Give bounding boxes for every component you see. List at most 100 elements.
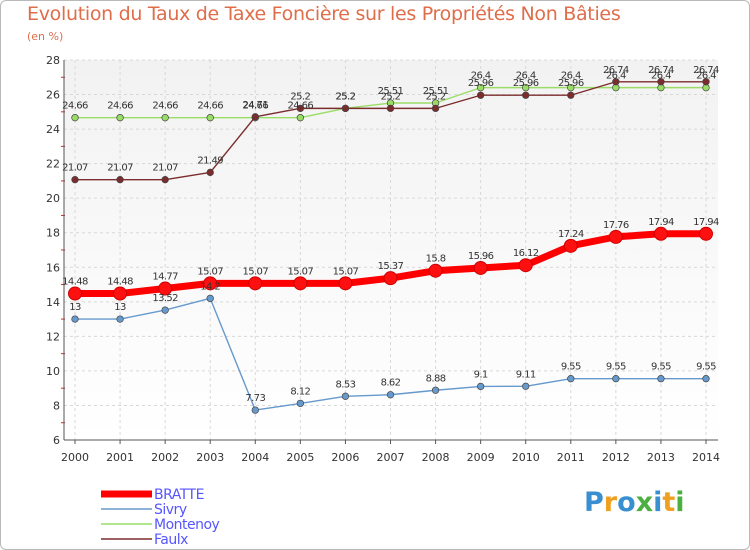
- y-tick-label: 28: [46, 54, 60, 67]
- data-label-bratte: 17.94: [693, 217, 719, 228]
- data-point-bratte: [338, 276, 353, 291]
- data-point-sivry: [251, 406, 259, 414]
- data-point-sivry: [522, 382, 530, 390]
- data-label-montenoy: 26.4: [651, 71, 671, 82]
- data-label-bratte: 17.76: [603, 220, 629, 231]
- data-label-montenoy: 24.66: [197, 101, 223, 112]
- legend-label-montenoy: Montenoy: [154, 517, 220, 533]
- data-point-bratte: [158, 281, 173, 296]
- data-point-sivry: [386, 391, 395, 399]
- data-label-faulx: 21.07: [62, 163, 88, 174]
- data-label-sivry: 9.55: [561, 362, 581, 373]
- legend-label-bratte: BRATTE: [154, 487, 204, 503]
- data-label-montenoy: 25.51: [378, 86, 404, 97]
- x-tick-label: 2013: [647, 451, 675, 464]
- y-tick-label: 24: [46, 123, 60, 136]
- data-label-montenoy: 26.4: [696, 71, 716, 82]
- x-tick-label: 2000: [61, 451, 89, 464]
- data-point-bratte: [699, 226, 713, 241]
- data-label-bratte: 15.37: [378, 261, 404, 272]
- data-label-sivry: 13: [114, 302, 126, 313]
- plot-area: [64, 60, 718, 440]
- data-label-montenoy: 24.66: [242, 101, 268, 112]
- y-tick-label: 10: [46, 365, 60, 378]
- data-point-bratte: [518, 258, 533, 273]
- data-label-bratte: 15.07: [288, 266, 314, 277]
- data-point-bratte: [608, 229, 623, 244]
- y-tick-label: 12: [46, 330, 60, 343]
- y-tick-label: 22: [46, 158, 60, 171]
- logo-letter: r: [603, 487, 618, 518]
- logo-letter: i: [675, 487, 685, 518]
- data-label-sivry: 9.1: [474, 369, 488, 380]
- data-label-bratte: 15.8: [426, 254, 446, 265]
- data-label-bratte: 14.48: [62, 277, 88, 288]
- data-label-sivry: 7.73: [245, 393, 265, 404]
- data-label-montenoy: 26.4: [471, 71, 491, 82]
- data-label-sivry: 8.12: [290, 386, 310, 397]
- data-point-bratte: [203, 276, 218, 291]
- logo-letter: x: [635, 487, 654, 518]
- data-label-sivry: 8.88: [426, 373, 446, 384]
- data-point-faulx: [431, 104, 440, 113]
- data-label-bratte: 15.07: [333, 266, 359, 277]
- x-tick-label: 2009: [467, 451, 495, 464]
- data-label-montenoy: 26.4: [516, 71, 536, 82]
- chart-title: Evolution du Taux de Taxe Foncière sur l…: [27, 3, 621, 25]
- data-point-montenoy: [116, 114, 124, 122]
- data-label-bratte: 15.07: [242, 266, 268, 277]
- data-point-bratte: [473, 260, 488, 275]
- data-point-bratte: [113, 286, 128, 301]
- data-label-sivry: 8.53: [335, 379, 355, 390]
- data-label-montenoy: 26.4: [561, 71, 581, 82]
- data-point-faulx: [612, 78, 620, 86]
- data-label-faulx: 25.96: [468, 78, 494, 89]
- legend-label-sivry: Sivry: [154, 502, 187, 518]
- data-point-sivry: [476, 382, 485, 391]
- data-point-montenoy: [161, 114, 169, 122]
- data-label-faulx: 26.74: [603, 65, 629, 76]
- data-label-faulx: 25.2: [426, 91, 446, 102]
- y-tick-label: 16: [46, 261, 60, 274]
- data-point-sivry: [71, 315, 79, 323]
- data-label-montenoy: 25.2: [335, 91, 355, 102]
- x-tick-label: 2005: [286, 451, 314, 464]
- data-point-faulx: [657, 78, 665, 86]
- data-point-faulx: [341, 104, 350, 113]
- data-label-faulx: 21.07: [107, 163, 133, 174]
- proxiti-logo: Proxiti: [584, 487, 685, 518]
- x-tick-label: 2003: [196, 451, 224, 464]
- data-point-faulx: [702, 78, 710, 86]
- logo-letter: t: [662, 487, 676, 518]
- data-label-montenoy: 24.66: [62, 101, 88, 112]
- x-tick-label: 2012: [602, 451, 630, 464]
- data-label-sivry: 13.52: [152, 293, 178, 304]
- data-point-faulx: [71, 176, 79, 184]
- data-point-sivry: [657, 375, 665, 383]
- data-point-sivry: [612, 375, 620, 383]
- data-label-bratte: 15.07: [197, 266, 223, 277]
- data-point-faulx: [206, 168, 214, 177]
- data-point-montenoy: [476, 83, 485, 92]
- x-tick-label: 2011: [557, 451, 585, 464]
- data-label-bratte: 15.96: [468, 251, 494, 262]
- data-label-montenoy: 24.66: [107, 101, 133, 112]
- data-label-faulx: 21.49: [197, 155, 223, 166]
- data-point-bratte: [563, 238, 578, 253]
- data-point-bratte: [68, 286, 82, 301]
- data-label-bratte: 16.12: [513, 248, 539, 259]
- x-tick-label: 2008: [422, 451, 450, 464]
- data-point-montenoy: [71, 114, 79, 122]
- data-label-sivry: 9.55: [651, 362, 671, 373]
- data-point-faulx: [386, 104, 395, 113]
- data-point-sivry: [161, 306, 169, 314]
- y-tick-label: 26: [46, 89, 60, 102]
- data-label-montenoy: 24.66: [152, 101, 178, 112]
- data-label-faulx: 25.2: [381, 91, 401, 102]
- data-point-faulx: [116, 176, 124, 184]
- data-label-sivry: 13: [69, 302, 81, 313]
- data-label-sivry: 9.55: [696, 362, 716, 373]
- logo-letter: o: [617, 487, 636, 518]
- data-label-sivry: 9.55: [606, 362, 626, 373]
- data-label-bratte: 14.77: [152, 272, 178, 283]
